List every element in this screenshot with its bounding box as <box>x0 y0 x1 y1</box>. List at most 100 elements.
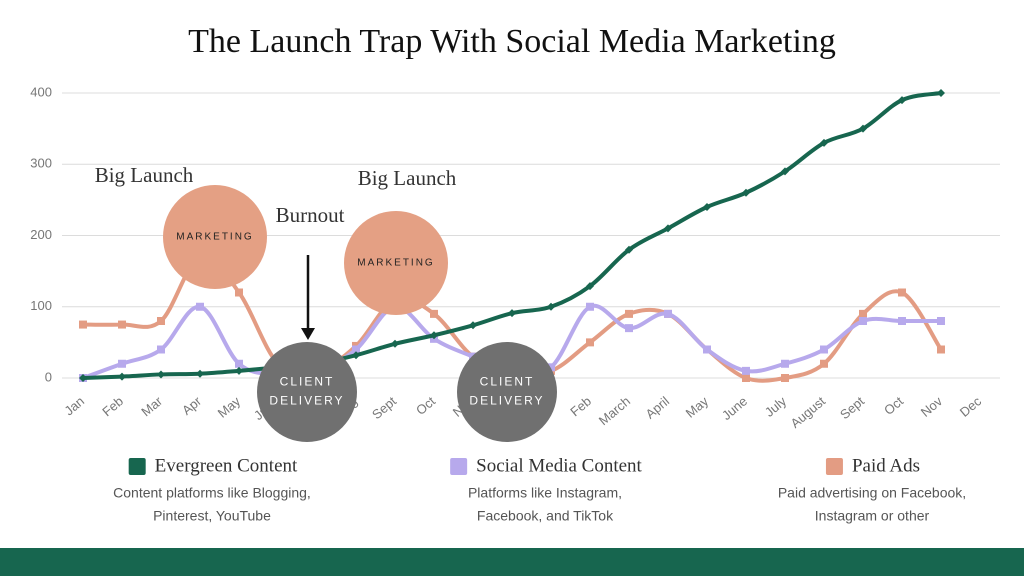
x-tick-label: Mar <box>138 393 165 419</box>
marker <box>820 345 828 354</box>
bubble <box>257 342 357 442</box>
x-tick-label: Apr <box>179 393 205 418</box>
marker <box>469 321 477 330</box>
marker <box>664 224 672 233</box>
marker <box>742 374 750 382</box>
legend-swatch <box>450 458 468 475</box>
marker <box>118 320 126 329</box>
y-tick-label: 100 <box>30 298 52 313</box>
bubble-label: CLIENT <box>480 375 535 389</box>
y-tick-label: 400 <box>30 84 52 99</box>
legend-description: Pinterest, YouTube <box>153 508 271 524</box>
marker <box>820 359 828 368</box>
marker <box>235 359 243 368</box>
bubble-label: DELIVERY <box>269 394 344 408</box>
legend-description: Instagram or other <box>815 508 930 524</box>
marker <box>79 374 87 382</box>
x-tick-label: Feb <box>567 393 594 419</box>
marker <box>625 324 633 333</box>
legend-swatch <box>825 458 843 475</box>
marker <box>586 302 594 311</box>
marker <box>781 167 789 176</box>
bubble-label: CLIENT <box>280 375 335 389</box>
marker <box>625 309 633 318</box>
y-tick-label: 200 <box>30 227 52 242</box>
legend-label: Social Media Content <box>476 455 642 476</box>
footer-bar <box>0 548 1024 576</box>
marker <box>430 331 438 340</box>
marker <box>859 317 867 325</box>
marker <box>781 374 789 382</box>
x-tick-label: Oct <box>413 393 438 418</box>
legend-label: Evergreen Content <box>155 455 298 476</box>
legend-description: Facebook, and TikTok <box>477 508 614 524</box>
marker <box>937 89 945 97</box>
x-tick-label: Sept <box>837 393 867 422</box>
marker <box>742 188 750 197</box>
marker <box>547 363 555 372</box>
x-tick-label: Sept <box>369 393 399 422</box>
marker <box>859 124 867 133</box>
annotation: Burnout <box>276 203 345 227</box>
marker <box>352 351 360 360</box>
marker <box>430 309 438 318</box>
marker <box>703 203 711 211</box>
x-tick-label: August <box>787 393 828 431</box>
marker <box>352 345 360 354</box>
x-tick-label: May <box>683 393 712 421</box>
bubble-label: MARKETING <box>357 258 434 269</box>
marker <box>898 288 906 297</box>
marker <box>196 302 204 311</box>
x-tick-label: April <box>643 393 673 421</box>
bubble-label: DELIVERY <box>469 394 544 408</box>
legend-description: Content platforms like Blogging, <box>113 485 311 501</box>
marker <box>898 96 906 105</box>
marker <box>196 369 204 378</box>
marker <box>937 345 945 354</box>
marker <box>157 317 165 325</box>
marker <box>118 372 126 381</box>
x-tick-label: Jan <box>61 393 87 418</box>
marker <box>742 366 750 375</box>
marker <box>79 320 87 329</box>
marker <box>235 288 243 297</box>
x-tick-label: Nov <box>918 393 946 420</box>
bubble <box>163 185 267 289</box>
x-tick-label: July <box>762 393 790 420</box>
marker <box>664 309 672 318</box>
marker <box>625 245 633 254</box>
marker <box>508 309 516 318</box>
x-tick-label: Oct <box>881 393 906 418</box>
marker <box>820 138 828 147</box>
bubble <box>344 211 448 315</box>
y-tick-label: 300 <box>30 156 52 171</box>
legend-swatch <box>128 458 146 475</box>
chart-title: The Launch Trap With Social Media Market… <box>188 23 836 60</box>
marker <box>937 317 945 325</box>
marker <box>547 302 555 311</box>
marker <box>703 345 711 354</box>
x-tick-label: June <box>719 393 750 423</box>
marker <box>898 317 906 325</box>
x-tick-label: May <box>215 393 244 421</box>
x-tick-label: Feb <box>99 393 126 419</box>
legend-description: Paid advertising on Facebook, <box>778 485 966 501</box>
marker <box>118 359 126 368</box>
marker <box>586 338 594 347</box>
marker <box>157 345 165 354</box>
y-tick-label: 0 <box>45 369 52 384</box>
marker <box>781 359 789 368</box>
marker <box>859 309 867 318</box>
marker <box>391 339 399 348</box>
annotation: Big Launch <box>358 166 457 190</box>
marker <box>586 282 594 291</box>
legend-description: Platforms like Instagram, <box>468 485 622 501</box>
bubble-label: MARKETING <box>176 232 253 243</box>
marker <box>157 370 165 379</box>
x-tick-label: Dec <box>957 393 985 420</box>
annotation: Big Launch <box>95 163 194 187</box>
arrow-head <box>301 328 315 340</box>
x-tick-label: March <box>596 393 633 428</box>
legend-label: Paid Ads <box>852 455 920 476</box>
